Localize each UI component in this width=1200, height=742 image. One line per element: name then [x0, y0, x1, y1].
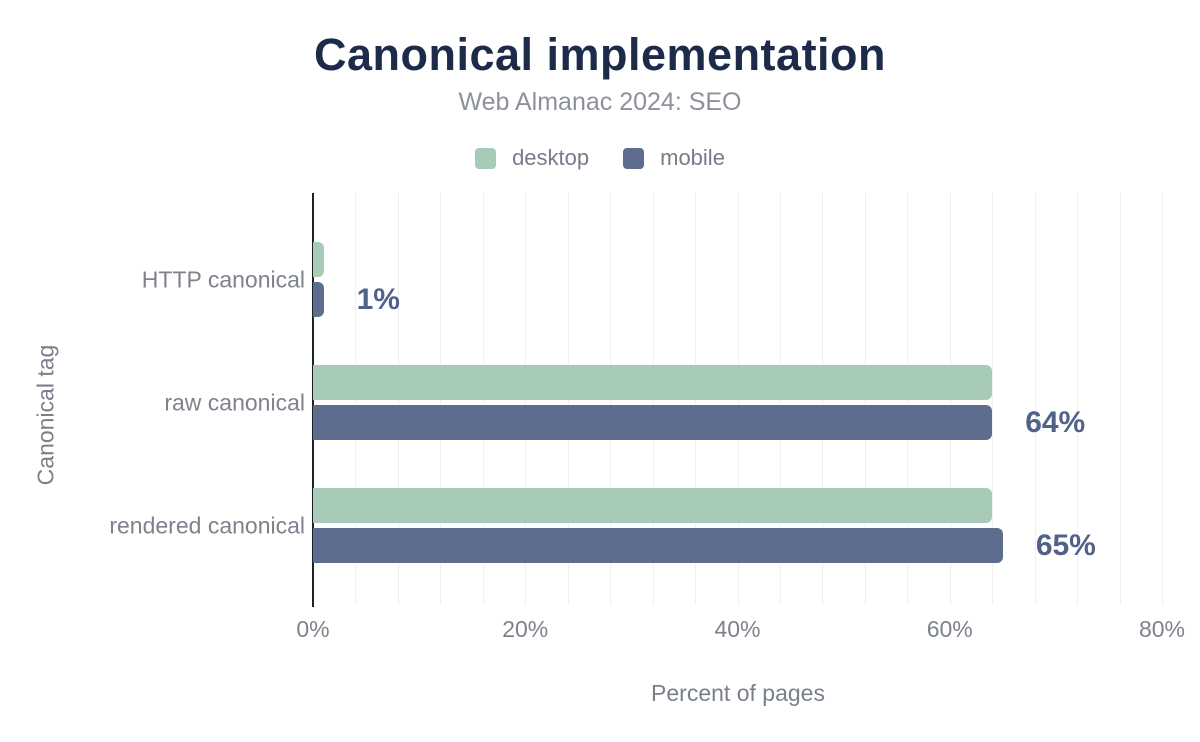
gridline — [1162, 193, 1163, 605]
category-label: rendered canonical — [109, 512, 305, 538]
value-label: 64% — [1025, 405, 1086, 439]
category-label: raw canonical — [164, 389, 305, 415]
legend-swatch-desktop-icon — [475, 147, 497, 169]
x-tick-label: 60% — [926, 616, 973, 642]
value-label: 65% — [1035, 528, 1096, 562]
gridline — [992, 193, 994, 605]
gridline — [1077, 193, 1079, 605]
bar-mobile — [313, 528, 1003, 563]
legend: desktop mobile — [0, 145, 1200, 171]
chart-subtitle: Web Almanac 2024: SEO — [458, 88, 742, 116]
x-tick-label: 80% — [1138, 616, 1186, 642]
x-tick-label: 20% — [502, 616, 549, 642]
bar-mobile — [313, 405, 993, 440]
legend-label: desktop — [512, 145, 590, 170]
y-axis-line — [312, 193, 314, 607]
x-tick-label: 40% — [714, 616, 761, 642]
legend-swatch-mobile-icon — [623, 147, 645, 169]
y-axis-title: Canonical tag — [32, 344, 59, 486]
legend-item-desktop: desktop — [475, 145, 589, 171]
legend-item-mobile: mobile — [623, 145, 725, 171]
x-axis-title: Percent of pages — [651, 680, 825, 706]
gridline — [1034, 193, 1036, 605]
x-tick-label: 0% — [296, 616, 330, 642]
bar-mobile — [313, 282, 324, 317]
bar-desktop — [313, 242, 324, 277]
legend-label: mobile — [660, 145, 725, 170]
bar-desktop — [313, 488, 993, 523]
category-label: HTTP canonical — [141, 266, 305, 292]
gridline — [1119, 193, 1121, 605]
value-label: 1% — [356, 282, 400, 316]
chart-title: Canonical implementation — [313, 29, 887, 80]
bar-desktop — [313, 365, 993, 400]
